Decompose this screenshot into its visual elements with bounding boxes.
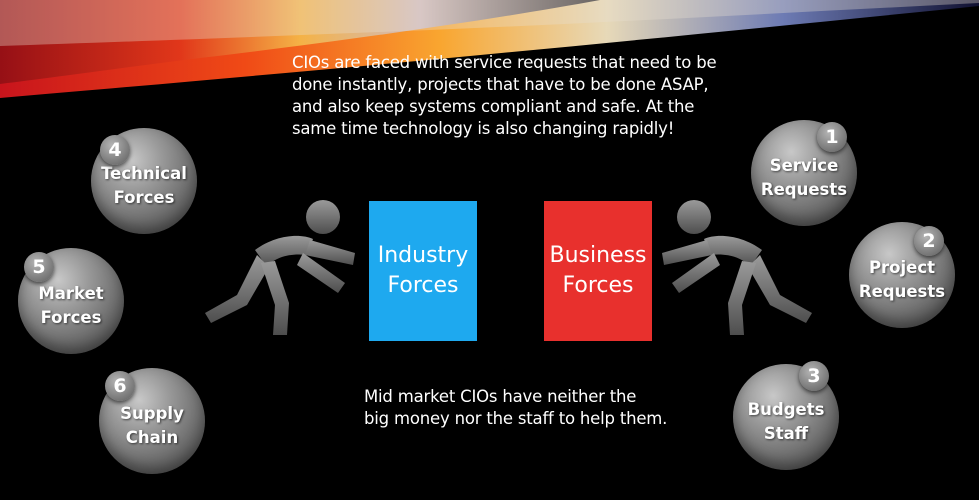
intro-line: CIOs are faced with service requests tha… xyxy=(292,53,717,72)
ball-label: Staff xyxy=(763,424,809,443)
right-pushing-figure-icon xyxy=(662,200,812,335)
ball-label: Service xyxy=(769,156,839,175)
ball-label: Technical xyxy=(101,164,187,183)
ball-label: Chain xyxy=(125,428,179,447)
number-badge: 1 xyxy=(817,122,847,152)
number-badge: 4 xyxy=(100,135,130,165)
business-forces-box: Business Forces xyxy=(544,201,652,341)
box-label: Business xyxy=(549,243,647,268)
ball-label: Budgets xyxy=(747,400,825,419)
box-label: Forces xyxy=(387,273,459,298)
number-badge: 3 xyxy=(799,361,829,391)
ball-label: Requests xyxy=(760,180,848,199)
intro-line: and also keep systems compliant and safe… xyxy=(292,97,695,116)
outro-line: big money nor the staff to help them. xyxy=(364,409,668,428)
ball-label: Project xyxy=(868,258,936,277)
number-badge: 5 xyxy=(24,252,54,282)
number-badge: 6 xyxy=(105,371,135,401)
box-label: Forces xyxy=(562,273,634,298)
number-badge: 2 xyxy=(914,226,944,256)
ball-label: Forces xyxy=(113,188,175,207)
ball-label: Forces xyxy=(40,308,102,327)
box-label: Industry xyxy=(377,243,469,268)
ball-label: Supply xyxy=(120,404,184,423)
decorative-swoosh xyxy=(0,0,979,98)
intro-line: same time technology is also changing ra… xyxy=(292,119,675,138)
closing-paragraph: Mid market CIOs have neither the big mon… xyxy=(364,386,724,430)
ball-label: Requests xyxy=(858,282,946,301)
ball-service-requests: Service Requests xyxy=(751,120,857,226)
outro-line: Mid market CIOs have neither the xyxy=(364,387,637,406)
left-pushing-figure-icon xyxy=(205,200,355,335)
ball-technical-forces: Technical Forces xyxy=(91,128,197,234)
intro-paragraph: CIOs are faced with service requests tha… xyxy=(292,52,782,140)
ball-label: Market xyxy=(38,284,104,303)
intro-line: done instantly, projects that have to be… xyxy=(292,75,709,94)
ball-market-forces: Market Forces xyxy=(18,248,124,354)
industry-forces-box: Industry Forces xyxy=(369,201,477,341)
